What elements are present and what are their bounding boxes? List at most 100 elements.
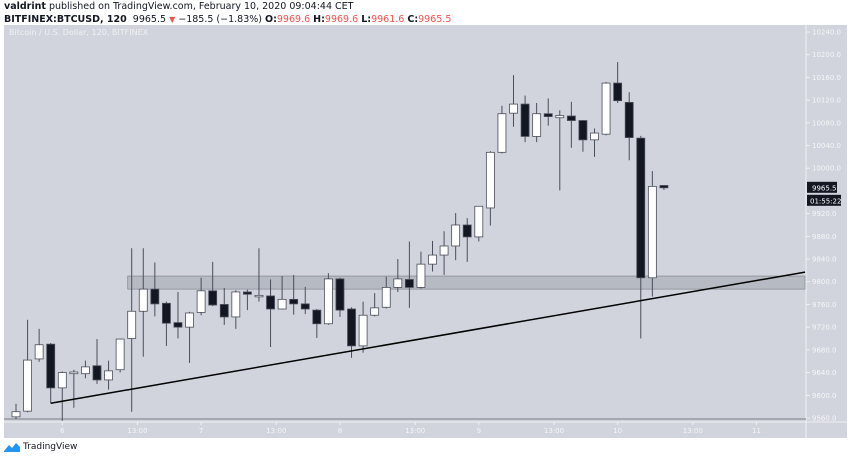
price-tick-label: 10000.0: [812, 165, 841, 173]
candle: [428, 240, 437, 272]
candle: [23, 319, 32, 413]
high-value: 9969.6: [324, 14, 359, 25]
candle-body-down: [578, 120, 588, 141]
price-tick-label: 10200.0: [812, 51, 841, 59]
candle-body-up: [23, 359, 32, 412]
candle: [34, 328, 44, 362]
price-tick-label: 9720.0: [812, 324, 837, 332]
candle-body-up: [138, 288, 148, 312]
price-tick-label: 9640.0: [812, 369, 837, 377]
candle-body-down: [543, 113, 553, 117]
current-price-tag: [807, 181, 837, 193]
candle: [173, 291, 183, 339]
candle-body-down: [566, 115, 576, 121]
candle-body-up: [601, 82, 611, 135]
price-tick-label: 9600.0: [812, 392, 837, 400]
candle-body-up: [196, 290, 206, 313]
candle: [162, 301, 171, 346]
candle-body-down: [150, 288, 160, 305]
candle-body-up: [11, 411, 21, 418]
candle-body-down: [208, 290, 218, 306]
time-tick-label: 13:00: [544, 427, 564, 435]
countdown-tag: [807, 194, 841, 206]
candle-body-down: [46, 343, 56, 389]
publish-text: published on TradingView.com, February 1…: [48, 1, 354, 12]
candle-body-up: [647, 185, 657, 279]
candle: [578, 119, 588, 152]
candle-body-up: [451, 224, 461, 247]
candle-body-up: [439, 245, 449, 256]
candle: [57, 371, 67, 421]
candle-body-up: [509, 103, 518, 114]
candle: [370, 293, 380, 317]
candle: [92, 339, 102, 384]
candle-body-down: [266, 295, 275, 310]
candle-body-up: [34, 344, 44, 360]
candle-body-up: [323, 278, 333, 325]
tradingview-footer[interactable]: TradingView: [4, 442, 77, 452]
candle: [532, 102, 542, 143]
candle-body-up: [497, 113, 507, 153]
candle: [150, 262, 160, 317]
candle: [127, 248, 137, 412]
open-label: O:: [265, 14, 277, 25]
candle: [485, 151, 495, 226]
candle: [647, 171, 657, 297]
candle-body-down: [613, 82, 623, 102]
candle: [300, 286, 310, 315]
candle-body-up: [416, 263, 426, 288]
candle-body-down: [347, 308, 356, 347]
countdown-label: 01:55:22: [810, 197, 841, 205]
candle: [590, 128, 599, 157]
open-value: 9969.6: [276, 14, 311, 25]
candle: [312, 308, 322, 338]
price-tick-label: 10040.0: [812, 142, 841, 150]
candle: [208, 261, 218, 307]
time-tick-label: 13:00: [127, 427, 147, 435]
chart-background: [4, 25, 847, 438]
candle: [104, 360, 113, 390]
candle-body-up: [393, 278, 403, 288]
price-tick-label: 10240.0: [812, 29, 841, 37]
candle: [138, 248, 148, 357]
support-zone: [127, 275, 806, 290]
candle-body-down: [335, 278, 345, 311]
brand-name: TradingView: [23, 442, 78, 452]
candle-body-up: [127, 310, 137, 339]
candle-body-up: [231, 291, 241, 318]
candle-body-up: [428, 254, 437, 265]
candle-body-up: [381, 287, 391, 308]
candle: [520, 95, 530, 143]
candle: [46, 343, 56, 404]
candle: [636, 135, 646, 339]
candle-body-up: [590, 132, 599, 141]
low-label: L:: [361, 14, 372, 25]
candle: [358, 301, 368, 353]
candle-body-down: [312, 309, 322, 325]
symbol-legend: BITFINEX:BTCUSD, 120 9965.5 ▼ −185.5 (−1…: [4, 14, 451, 25]
price-tick-label: 10160.0: [812, 74, 841, 82]
trendline: [50, 271, 806, 404]
author-name[interactable]: valdrint: [4, 1, 46, 12]
candle-body-up: [81, 366, 90, 375]
candle-body-down: [242, 291, 252, 295]
price-tick-label: 9840.0: [812, 256, 837, 264]
candle: [115, 338, 125, 373]
candle: [566, 101, 576, 148]
candle-body-down: [173, 322, 183, 328]
candle: [289, 274, 299, 315]
candle: [231, 290, 241, 329]
candle: [277, 276, 287, 310]
publish-info: valdrint published on TradingView.com, F…: [4, 1, 353, 12]
candle: [381, 276, 391, 309]
price-change: −185.5 (−1.83%): [178, 14, 262, 25]
candle: [196, 277, 206, 316]
candle: [439, 231, 449, 275]
time-tick-label: 13:00: [266, 427, 286, 435]
candle: [543, 98, 553, 126]
candle: [474, 205, 484, 242]
candle: [416, 251, 426, 289]
high-label: H:: [313, 14, 325, 25]
candle-body-up: [69, 371, 79, 375]
